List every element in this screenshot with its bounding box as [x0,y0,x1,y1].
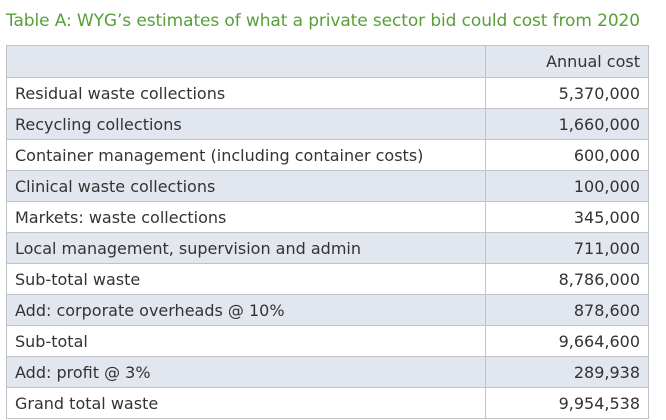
table-row: Add: profit @ 3% 289,938 [6,356,649,388]
row-value: 345,000 [485,201,649,233]
row-label: Local management, supervision and admin [6,232,486,264]
table-row: Sub-total 9,664,600 [6,325,649,357]
table-row: Recycling collections 1,660,000 [6,108,649,140]
table-row: Grand total waste 9,954,538 [6,387,649,419]
row-label: Sub-total [6,325,486,357]
table-row: Markets: waste collections 345,000 [6,201,649,233]
row-label: Residual waste collections [6,77,486,109]
table-row: Add: corporate overheads @ 10% 878,600 [6,294,649,326]
table-row: Sub-total waste 8,786,000 [6,263,649,295]
row-label: Markets: waste collections [6,201,486,233]
row-label: Container management (including containe… [6,139,486,171]
row-value: 100,000 [485,170,649,202]
row-label: Clinical waste collections [6,170,486,202]
table-row: Local management, supervision and admin … [6,232,649,264]
row-label: Add: corporate overheads @ 10% [6,294,486,326]
row-label: Add: profit @ 3% [6,356,486,388]
row-value: 9,664,600 [485,325,649,357]
header-annual-cost: Annual cost [485,45,649,78]
row-label: Sub-total waste [6,263,486,295]
row-value: 878,600 [485,294,649,326]
row-value: 711,000 [485,232,649,264]
row-label: Recycling collections [6,108,486,140]
table-title: Table A: WYG’s estimates of what a priva… [6,11,640,31]
row-value: 8,786,000 [485,263,649,295]
row-value: 600,000 [485,139,649,171]
table-header-row: Annual cost [6,45,649,78]
row-label: Grand total waste [6,387,486,419]
row-value: 289,938 [485,356,649,388]
row-value: 1,660,000 [485,108,649,140]
row-value: 5,370,000 [485,77,649,109]
cost-table: Annual cost Residual waste collections 5… [6,45,649,419]
row-value: 9,954,538 [485,387,649,419]
header-label-cell [6,45,486,78]
table-row: Container management (including containe… [6,139,649,171]
table-row: Clinical waste collections 100,000 [6,170,649,202]
table-row: Residual waste collections 5,370,000 [6,77,649,109]
